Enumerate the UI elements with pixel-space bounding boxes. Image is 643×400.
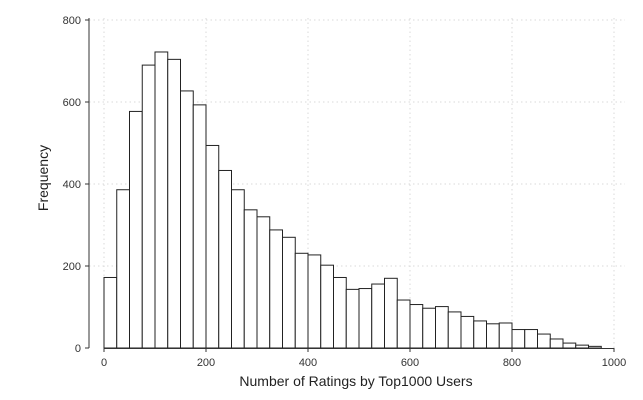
- histogram-bar-31: [498, 322, 513, 349]
- histogram-bar-21: [371, 283, 385, 349]
- y-tick-label: 0: [75, 343, 81, 355]
- histogram-bar-2: [129, 110, 143, 349]
- histogram-bar-4: [154, 51, 169, 349]
- histogram-bar-37: [575, 344, 589, 349]
- histogram-bar-3: [141, 64, 156, 349]
- x-tick-label: 200: [197, 357, 215, 369]
- histogram-bar-34: [537, 333, 551, 349]
- histogram-bar-5: [167, 58, 181, 349]
- y-axis-title: Frequency: [35, 145, 51, 211]
- y-tick-label: 200: [63, 261, 81, 273]
- histogram-bar-1: [116, 189, 130, 349]
- histogram-bar-35: [549, 338, 564, 349]
- histogram-bar-22: [384, 277, 398, 349]
- x-tick-label: 1000: [602, 357, 626, 369]
- histogram-bar-33: [524, 329, 538, 349]
- histogram-bar-10: [231, 189, 245, 349]
- histogram-bar-29: [473, 320, 487, 349]
- histogram-bar-7: [192, 104, 207, 349]
- histogram-bar-20: [358, 288, 373, 349]
- histogram-bar-18: [333, 276, 347, 349]
- histogram-bar-26: [435, 306, 449, 349]
- histogram-bar-9: [218, 169, 232, 349]
- histogram-bar-38: [588, 345, 602, 349]
- y-tick-label: 800: [63, 15, 81, 27]
- histogram-bar-14: [282, 236, 296, 349]
- histogram-bar-13: [269, 229, 283, 349]
- histogram-bar-0: [103, 276, 118, 349]
- histogram-bar-36: [562, 342, 577, 349]
- histogram-bar-8: [205, 144, 220, 349]
- x-axis-title: Number of Ratings by Top1000 Users: [239, 373, 472, 389]
- histogram-bar-19: [345, 288, 360, 349]
- histogram-bar-32: [511, 329, 526, 349]
- histogram-bar-23: [396, 299, 411, 349]
- histogram-bar-24: [409, 304, 424, 349]
- axes: [85, 18, 615, 352]
- histogram-bar-15: [294, 252, 309, 349]
- histogram-bar-17: [320, 264, 334, 349]
- histogram-bar-12: [256, 216, 271, 349]
- y-tick-label: 400: [63, 179, 81, 191]
- histogram-bar-25: [422, 307, 436, 349]
- histogram-bar-6: [180, 90, 194, 349]
- x-tick-label: 0: [101, 357, 107, 369]
- histogram-bar-16: [307, 254, 322, 349]
- tick-labels: 0 200 400 600 800 0 200 400 600 800 1000: [63, 15, 627, 369]
- histogram-bar-30: [486, 323, 500, 349]
- x-tick-label: 600: [401, 357, 419, 369]
- histogram-bar-27: [447, 311, 462, 349]
- bars: [103, 51, 602, 349]
- histogram-bar-11: [243, 209, 258, 349]
- x-tick-label: 800: [503, 357, 521, 369]
- y-tick-label: 600: [63, 97, 81, 109]
- histogram-bar-28: [460, 315, 475, 349]
- x-tick-label: 400: [299, 357, 317, 369]
